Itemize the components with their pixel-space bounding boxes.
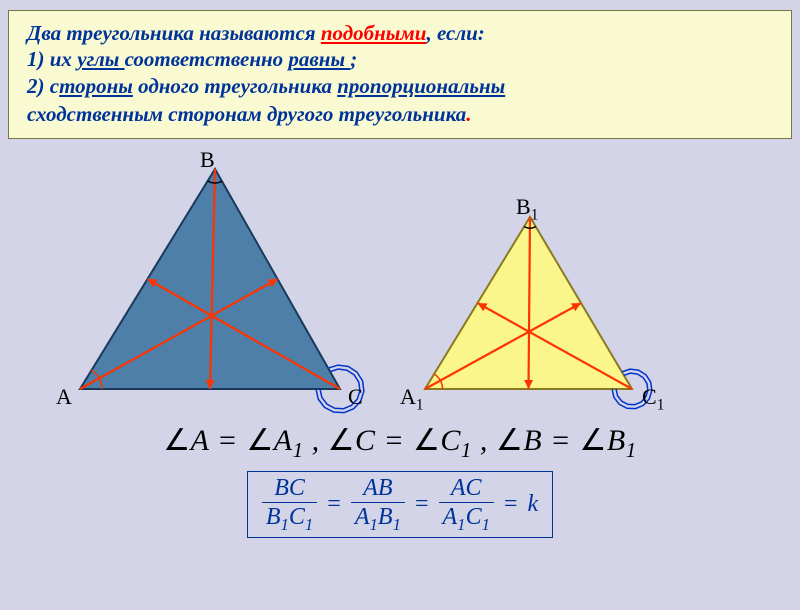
comma1: ,	[312, 424, 328, 457]
den2: A1B1	[351, 502, 405, 534]
d3as: 1	[457, 515, 465, 534]
den1: B1C1	[262, 502, 317, 534]
condition-1: 1) их углы соответственно равны ;	[27, 46, 773, 73]
eqr2: =	[413, 491, 431, 518]
ratio-k: k	[528, 491, 539, 518]
d1bs: 1	[305, 515, 313, 534]
lblB1: B	[516, 194, 531, 219]
eqB1s: 1	[626, 438, 637, 462]
d3b: C	[466, 504, 482, 530]
eqC: C	[355, 424, 376, 457]
c1-u1: углы	[77, 47, 124, 71]
frac-2: AB A1B1	[351, 476, 405, 534]
eqA: A	[191, 424, 209, 457]
d3bs: 1	[482, 515, 490, 534]
num1: BC	[270, 476, 309, 502]
c1-mid: соответственно	[125, 47, 289, 71]
definition-box: Два треугольника называются подобными, е…	[8, 10, 792, 139]
eqC1: C	[440, 424, 461, 457]
num3: AC	[447, 476, 486, 502]
lblC1: C	[642, 384, 657, 409]
subB1: 1	[531, 206, 539, 223]
label-A: A	[56, 384, 72, 410]
eqr3: =	[502, 491, 520, 518]
angle-equation: ∠A = ∠A1 , ∠C = ∠C1 , ∠B = ∠B1	[0, 423, 800, 463]
c2-period: .	[466, 102, 471, 126]
angle-icon: ∠	[413, 424, 440, 457]
frac-1: BC B1C1	[262, 476, 317, 534]
eq1: =	[217, 424, 238, 457]
label-B1: B1	[516, 194, 538, 224]
diagram-area: A B C A1 B1 C1	[0, 139, 800, 419]
c2-line2: сходственным сторонам другого треугольни…	[27, 102, 466, 126]
def-suffix: , если:	[426, 21, 484, 45]
num2: AB	[359, 476, 396, 502]
lblC: C	[348, 384, 363, 409]
angle-icon: ∠	[163, 424, 190, 457]
ratio-box: BC B1C1 = AB A1B1 = AC A1C1 = k	[0, 471, 800, 539]
eqA1s: 1	[293, 438, 304, 462]
condition-2-line2: сходственным сторонам другого треугольни…	[27, 101, 773, 128]
lblB: B	[200, 147, 215, 172]
frac-3: AC A1C1	[439, 476, 494, 534]
ratio-inner: BC B1C1 = AB A1B1 = AC A1C1 = k	[247, 471, 553, 539]
d1b: C	[289, 504, 305, 530]
d2as: 1	[370, 515, 378, 534]
d2b: B	[378, 504, 393, 530]
c2-pre: 2) с	[27, 74, 59, 98]
condition-2: 2) стороны одного треугольника пропорцио…	[27, 73, 773, 100]
label-B: B	[200, 147, 215, 173]
c2-u2: пропорциональны	[337, 74, 505, 98]
definition-line1: Два треугольника называются подобными, е…	[27, 21, 773, 46]
c2-mid: одного треугольника	[133, 74, 337, 98]
def-highlight: подобными	[321, 21, 427, 45]
subC1: 1	[657, 396, 665, 413]
comma2: ,	[480, 424, 496, 457]
eq2: =	[384, 424, 405, 457]
triangles-svg	[0, 139, 800, 419]
c2-u1: тороны	[59, 74, 133, 98]
c1-u2: равны	[288, 47, 350, 71]
lblA1: A	[400, 384, 416, 409]
label-A1: A1	[400, 384, 424, 414]
eqB: B	[523, 424, 542, 457]
eqA1: A	[274, 424, 293, 457]
angle-icon: ∠	[496, 424, 523, 457]
subA1: 1	[416, 396, 424, 413]
angle-icon: ∠	[328, 424, 355, 457]
d2a: A	[355, 504, 370, 530]
label-C: C	[348, 384, 363, 410]
eq3: =	[550, 424, 571, 457]
d3a: A	[443, 504, 458, 530]
label-C1: C1	[642, 384, 664, 414]
c1-post: ;	[350, 47, 357, 71]
c1-pre: 1) их	[27, 47, 77, 71]
angle-icon: ∠	[580, 424, 607, 457]
den3: A1C1	[439, 502, 494, 534]
d1a: B	[266, 504, 281, 530]
eqB1: B	[607, 424, 626, 457]
angle-icon: ∠	[246, 424, 273, 457]
eqC1s: 1	[461, 438, 472, 462]
d2bs: 1	[393, 515, 401, 534]
d1as: 1	[280, 515, 288, 534]
def-prefix: Два треугольника называются	[27, 21, 321, 45]
lblA: A	[56, 384, 72, 409]
eqr1: =	[325, 491, 343, 518]
